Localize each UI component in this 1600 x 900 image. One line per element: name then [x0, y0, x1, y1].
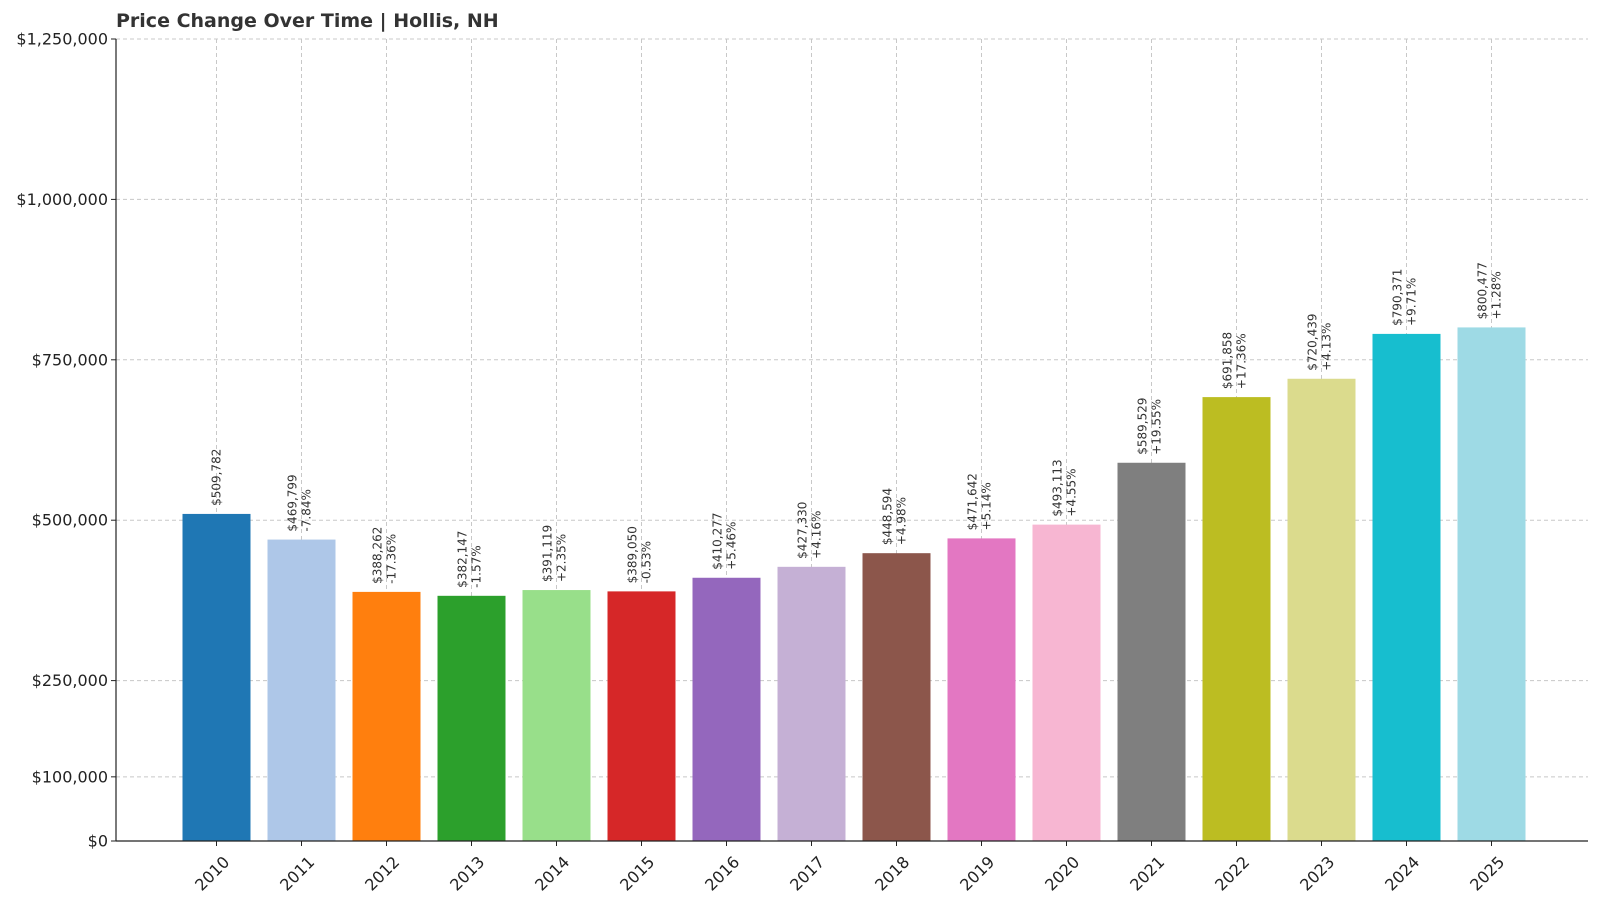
- x-tick-label: 2010: [191, 852, 233, 894]
- x-tick-label: 2020: [1041, 852, 1083, 894]
- x-tick-label: 2011: [276, 852, 318, 894]
- bar-value-label: $427,330: [796, 502, 810, 559]
- bar-2011: [267, 539, 336, 841]
- bar-value-label: $388,262: [371, 527, 385, 584]
- bar-2014: [522, 590, 591, 841]
- bar-2017: [777, 566, 846, 841]
- bar-change-label: -17.36%: [385, 534, 399, 584]
- bar-value-label: $509,782: [210, 449, 224, 506]
- x-tick-label: 2013: [446, 852, 488, 894]
- bar-change-label: +4.16%: [810, 511, 824, 559]
- bar-2012: [352, 591, 421, 841]
- bar-change-label: +17.36%: [1235, 333, 1249, 389]
- bar-change-label: +4.98%: [895, 497, 909, 545]
- y-tick-label: $100,000: [32, 767, 108, 786]
- chart-title: Price Change Over Time | Hollis, NH: [116, 10, 499, 32]
- x-tick-label: 2023: [1296, 852, 1338, 894]
- y-tick-label: $1,250,000: [16, 30, 108, 49]
- bar-change-label: +5.46%: [725, 522, 739, 570]
- bar-change-label: +1.28%: [1490, 271, 1504, 319]
- bar-change-label: -7.84%: [300, 489, 314, 531]
- bar-value-label: $493,113: [1051, 459, 1065, 516]
- bar-value-label: $471,642: [966, 473, 980, 530]
- bar-2023: [1287, 378, 1356, 841]
- bar-value-label: $391,119: [541, 525, 555, 582]
- bars-layer: [182, 327, 1526, 842]
- y-tick-label: $500,000: [32, 511, 108, 530]
- y-tick-label: $750,000: [32, 350, 108, 369]
- bar-change-label: +5.14%: [980, 482, 994, 530]
- bar-change-label: -0.53%: [640, 541, 654, 583]
- bar-value-label: $469,799: [286, 474, 300, 531]
- bar-value-label: $691,858: [1221, 332, 1235, 389]
- x-tick-label: 2018: [871, 852, 913, 894]
- bar-value-label: $448,594: [881, 488, 895, 545]
- bar-change-label: -1.57%: [470, 545, 484, 587]
- bar-change-label: +19.55%: [1150, 399, 1164, 455]
- x-tick-label: 2016: [701, 852, 743, 894]
- x-tick-label: 2025: [1466, 852, 1508, 894]
- bar-2025: [1457, 327, 1526, 842]
- bar-2015: [607, 591, 676, 841]
- bar-2016: [692, 577, 761, 841]
- x-tick-label: 2014: [531, 852, 573, 894]
- bar-value-label: $382,147: [456, 531, 470, 588]
- bar-labels-layer: $509,782 $469,799 -7.84% $388,262 -17.36% $38…: [210, 262, 1504, 588]
- y-tick-label: $1,000,000: [16, 190, 108, 209]
- bar-value-label: $790,371: [1391, 269, 1405, 326]
- y-tick-label: $0: [88, 832, 108, 851]
- bar-2019: [947, 538, 1016, 841]
- bar-2010: [182, 513, 251, 841]
- bar-change-label: +9.71%: [1405, 278, 1419, 326]
- x-tick-label: 2012: [361, 852, 403, 894]
- bar-change-label: +2.35%: [555, 534, 569, 582]
- grid-layer: [116, 38, 1588, 841]
- x-tick-label: 2024: [1381, 852, 1423, 894]
- bar-value-label: $589,529: [1136, 397, 1150, 454]
- x-tick-label: 2015: [616, 852, 658, 894]
- bar-value-label: $389,050: [626, 526, 640, 583]
- y-tick-label: $250,000: [32, 671, 108, 690]
- x-tick-label: 2019: [956, 852, 998, 894]
- bar-2024: [1372, 333, 1441, 841]
- bar-value-label: $800,477: [1476, 262, 1490, 319]
- x-tick-label: 2021: [1126, 852, 1168, 894]
- bar-value-label: $720,439: [1306, 314, 1320, 371]
- x-tick-label: 2022: [1211, 852, 1253, 894]
- bar-2018: [862, 553, 931, 841]
- bar-change-label: +4.55%: [1065, 468, 1079, 516]
- bar-change-label: +4.13%: [1320, 323, 1334, 371]
- bar-2021: [1117, 462, 1186, 841]
- x-tick-label: 2017: [786, 852, 828, 894]
- bar-2013: [437, 595, 506, 841]
- bar-value-label: $410,277: [711, 513, 725, 570]
- bar-2020: [1032, 524, 1101, 841]
- bar-2022: [1202, 397, 1271, 841]
